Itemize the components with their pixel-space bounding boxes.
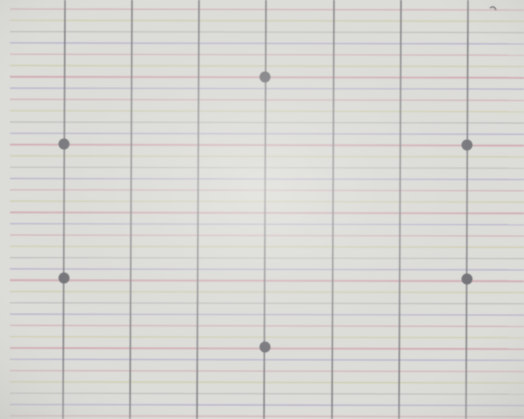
lighting-vignette bbox=[0, 0, 524, 419]
grid-paper-photo bbox=[0, 0, 524, 419]
